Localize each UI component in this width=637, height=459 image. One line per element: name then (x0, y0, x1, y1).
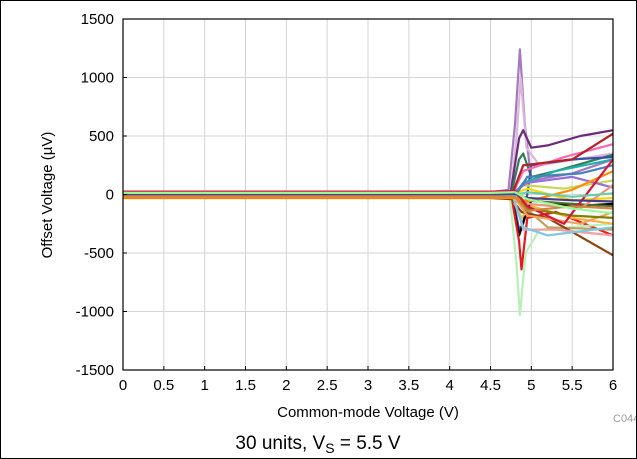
x-tick-label-4: 2 (282, 377, 290, 394)
y-axis-ticks: -1500 -1000 -500 0 500 1000 1500 (76, 11, 127, 379)
x-tick-label-11: 5.5 (562, 377, 583, 394)
caption-main: 30 units, V (235, 433, 325, 454)
caption-subscript: S (325, 440, 334, 456)
x-tick-label-12: 6 (609, 377, 617, 394)
y-tick-label-5: 1000 (81, 70, 114, 87)
x-tick-label-9: 4.5 (480, 377, 501, 394)
x-tick-label-7: 3.5 (398, 377, 419, 394)
y-tick-label-2: -500 (84, 245, 114, 262)
series-line-26 (123, 158, 613, 225)
x-axis-title: Common-mode Voltage (V) (277, 404, 459, 421)
x-tick-label-1: 0.5 (153, 377, 174, 394)
y-tick-label-3: 0 (106, 187, 114, 204)
y-tick-label-4: 500 (89, 128, 114, 145)
x-tick-label-3: 1.5 (235, 377, 256, 394)
x-tick-label-0: 0 (119, 377, 127, 394)
x-tick-label-2: 1 (200, 377, 208, 394)
x-tick-label-10: 5 (527, 377, 535, 394)
series-line-30 (123, 191, 613, 215)
x-tick-label-5: 2.5 (317, 377, 338, 394)
y-tick-label-6: 1500 (81, 11, 114, 28)
caption-rest: = 5.5 V (335, 433, 401, 454)
y-tick-label-1: -1000 (76, 304, 114, 321)
y-tick-label-0: -1500 (76, 362, 114, 379)
x-tick-label-6: 3 (364, 377, 372, 394)
series-group (123, 48, 613, 317)
x-tick-label-8: 4 (445, 377, 453, 394)
figure-id: C044 (613, 413, 636, 425)
caption: 30 units, VS = 5.5 V (235, 433, 400, 456)
series-line-29 (123, 195, 613, 212)
y-axis-title: Offset Voltage (µV) (39, 132, 56, 259)
x-axis-ticks: 0 0.5 1 1.5 2 2.5 3 3.5 4 4.5 5 5.5 6 (119, 366, 617, 394)
